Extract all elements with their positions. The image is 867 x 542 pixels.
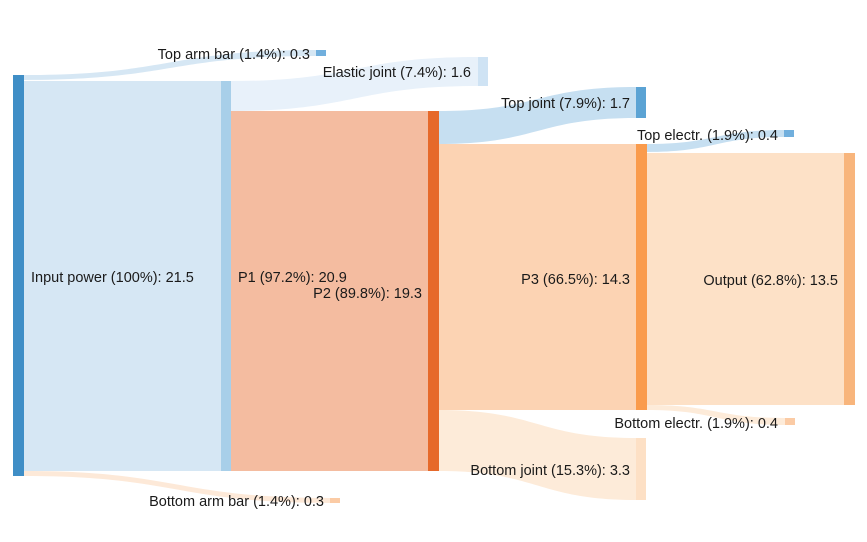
node-bar-p2: [428, 111, 439, 471]
node-label-bottom-electr: Bottom electr. (1.9%): 0.4: [614, 416, 778, 432]
node-label-top-arm-bar: Top arm bar (1.4%): 0.3: [158, 47, 310, 63]
sankey-nodes: [13, 50, 855, 503]
node-bar-p1: [221, 81, 231, 471]
node-bar-bottom-electr: [785, 418, 795, 425]
link-p3-to-output: [647, 153, 844, 405]
node-label-elastic-joint: Elastic joint (7.4%): 1.6: [323, 65, 471, 81]
node-label-input-power: Input power (100%): 21.5: [31, 270, 194, 286]
link-p2-to-p3: [439, 144, 636, 410]
link-p1-to-elastic: [231, 57, 478, 111]
link-p1-to-p2: [231, 111, 428, 471]
node-label-bottom-arm-bar: Bottom arm bar (1.4%): 0.3: [149, 494, 324, 510]
link-p3-to-top-electr: [647, 130, 784, 152]
node-label-output: Output (62.8%): 13.5: [703, 273, 838, 289]
node-bar-bottom-arm: [330, 498, 340, 503]
node-label-p2: P2 (89.8%): 19.3: [313, 286, 422, 302]
link-input-to-top-arm: [24, 50, 316, 80]
node-bar-top-arm: [316, 50, 326, 56]
node-label-top-electr: Top electr. (1.9%): 0.4: [637, 128, 778, 144]
link-input-to-bottom-arm: [24, 471, 330, 503]
node-label-p1: P1 (97.2%): 20.9: [238, 270, 347, 286]
node-label-p3: P3 (66.5%): 14.3: [521, 272, 630, 288]
link-p2-to-top-joint: [439, 87, 636, 144]
sankey-labels: Input power (100%): 21.5 Top arm bar (1.…: [31, 47, 838, 510]
node-bar-top-joint: [636, 87, 646, 118]
node-bar-p3: [636, 144, 647, 410]
node-bar-top-electr: [784, 130, 794, 137]
node-bar-input: [13, 75, 24, 476]
node-bar-output: [844, 153, 855, 405]
node-bar-elastic: [478, 57, 488, 86]
node-label-top-joint: Top joint (7.9%): 1.7: [501, 96, 630, 112]
node-bar-bottom-joint: [636, 438, 646, 500]
node-label-bottom-joint: Bottom joint (15.3%): 3.3: [470, 463, 630, 479]
link-p2-to-bottom-joint: [439, 410, 636, 500]
sankey-links: [24, 50, 844, 503]
link-input-to-p1: [24, 81, 221, 471]
link-p3-to-bottom-electr: [647, 405, 785, 425]
